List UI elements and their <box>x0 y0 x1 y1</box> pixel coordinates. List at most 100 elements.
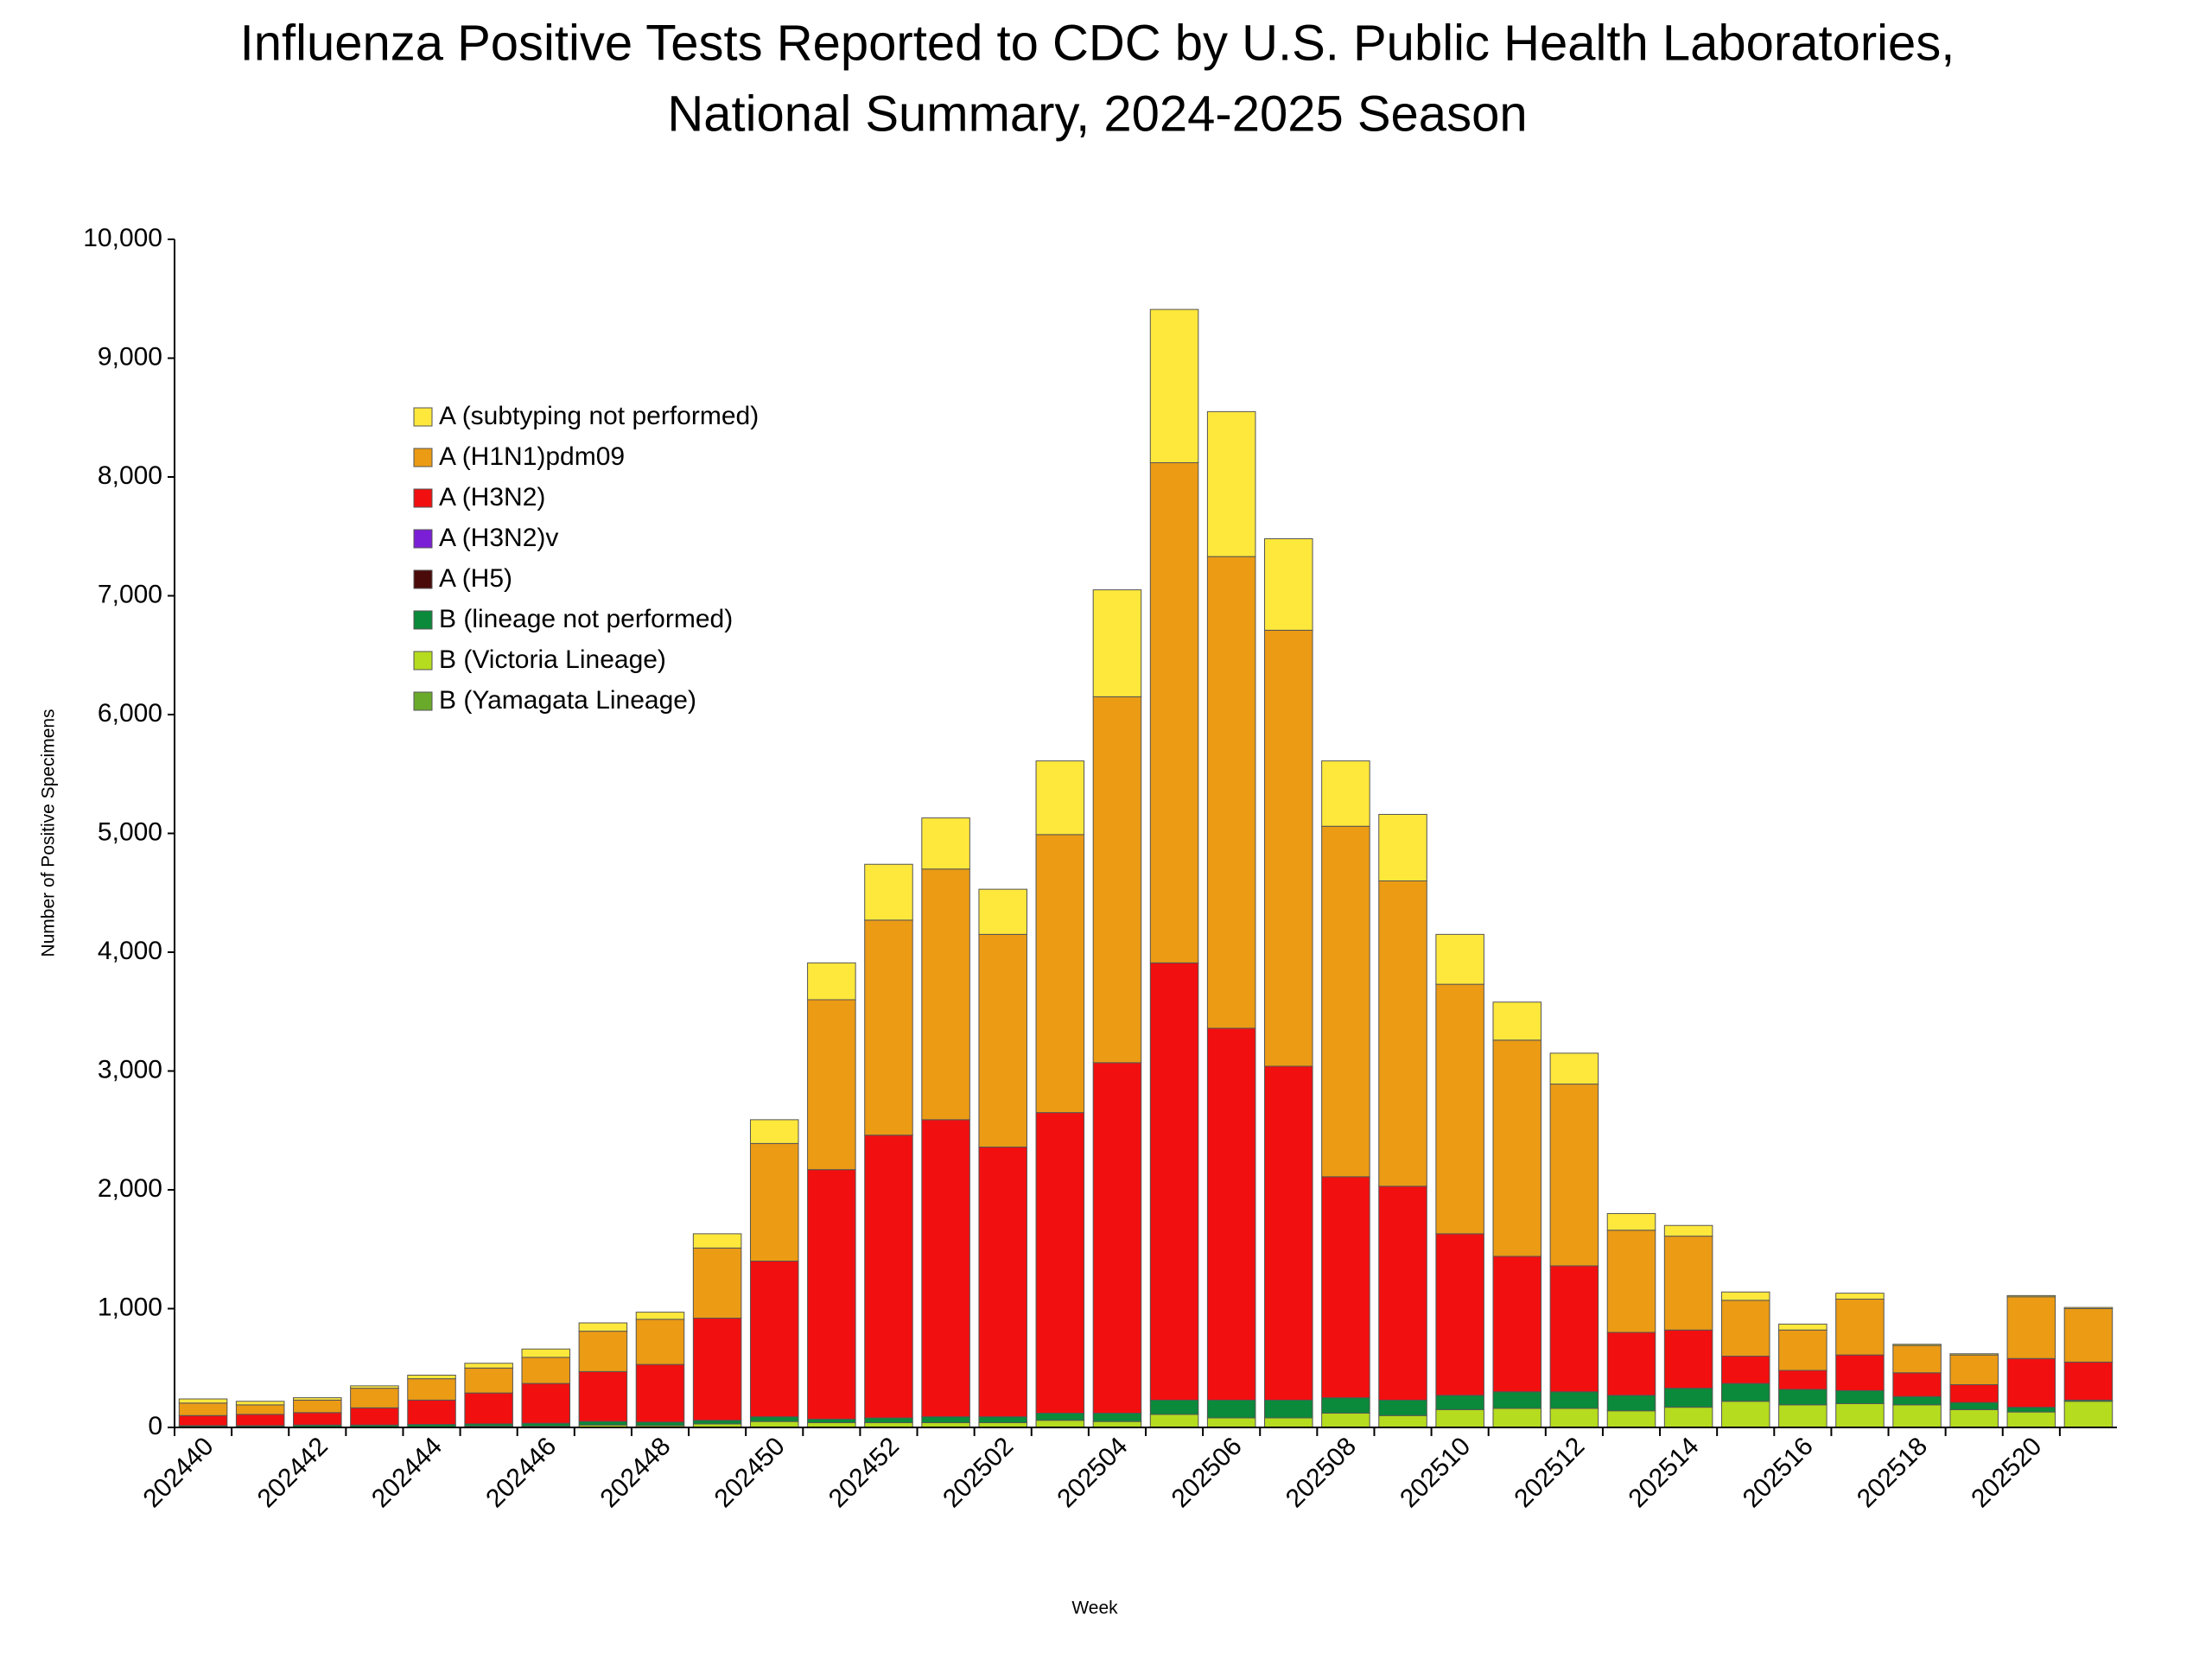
bar-segment <box>1264 629 1313 1067</box>
bar-segment <box>1606 1332 1656 1396</box>
bar-segment <box>464 1363 513 1369</box>
bar-segment <box>1549 1408 1599 1428</box>
bar-segment <box>1092 1421 1142 1428</box>
bar-segment <box>1663 1329 1713 1389</box>
bar-segment <box>921 868 970 1121</box>
bar-segment <box>1892 1344 1942 1374</box>
bar-segment <box>1720 1291 1770 1301</box>
bar-segment <box>407 1375 456 1380</box>
bar-segment <box>407 1399 456 1426</box>
bar-segment <box>1720 1356 1770 1384</box>
bar-segment <box>293 1399 342 1414</box>
bar-segment <box>1149 962 1199 1401</box>
bar-segment <box>2063 1308 2113 1363</box>
legend-swatch <box>413 569 433 589</box>
bar-segment <box>1949 1384 1999 1403</box>
bar-segment <box>1663 1236 1713 1331</box>
y-tick-label: 6,000 <box>98 699 162 728</box>
bar-segment <box>635 1319 685 1365</box>
bar-segment <box>1778 1389 1827 1406</box>
y-tick-label: 1,000 <box>98 1293 162 1321</box>
bar-segment <box>978 933 1027 1147</box>
bar-segment <box>521 1422 571 1427</box>
bar-segment <box>178 1402 228 1416</box>
bar-segment <box>1035 1112 1085 1414</box>
bar-segment <box>1206 1399 1256 1419</box>
bar-segment <box>578 1370 628 1422</box>
bar-segment <box>1492 1001 1542 1041</box>
y-tick-label: 2,000 <box>98 1174 162 1203</box>
bar-segment <box>350 1385 399 1389</box>
bar-segment <box>1264 1417 1313 1428</box>
bar-segment <box>1663 1388 1713 1408</box>
bar-segment <box>1778 1329 1827 1371</box>
bar-segment <box>749 1261 799 1418</box>
bar-segment <box>578 1421 628 1426</box>
y-tick-label: 7,000 <box>98 580 162 608</box>
bar-segment <box>235 1414 285 1427</box>
bar-segment <box>1949 1353 1999 1356</box>
bar-segment <box>1835 1389 1885 1404</box>
bar-segment <box>1892 1344 1942 1346</box>
y-tick-label: 8,000 <box>98 461 162 490</box>
bar-segment <box>1778 1323 1827 1331</box>
bar-segment <box>1663 1224 1713 1237</box>
bar-segment <box>2063 1306 2113 1309</box>
bar-segment <box>635 1363 685 1423</box>
y-tick-label: 3,000 <box>98 1055 162 1084</box>
bar-segment <box>1835 1354 1885 1391</box>
bar-segment <box>1378 880 1427 1187</box>
bar-segment <box>1720 1401 1770 1428</box>
bar-segment <box>692 1247 742 1319</box>
bar-segment <box>921 1416 970 1423</box>
bar-segment <box>978 1147 1027 1418</box>
y-tick-label: 9,000 <box>98 342 162 371</box>
y-axis-label: Number of Positive Specimens <box>39 709 59 957</box>
bar-segment <box>2006 1357 2056 1408</box>
bar-segment <box>864 1417 913 1423</box>
bar-segment <box>1492 1391 1542 1409</box>
bar-segment <box>1149 1399 1199 1415</box>
legend-label: B (Victoria Lineage) <box>439 645 666 674</box>
bar-segment <box>1206 1417 1256 1428</box>
bar-segment <box>2006 1407 2056 1413</box>
bar-segment <box>1720 1300 1770 1357</box>
bar-segment <box>2063 1401 2113 1428</box>
bar-segment <box>1606 1213 1656 1231</box>
bar-segment <box>1492 1408 1542 1428</box>
bar-segment <box>1264 1399 1313 1419</box>
bar-segment <box>464 1392 513 1425</box>
bar-segment <box>2006 1294 2056 1298</box>
bar-segment <box>1606 1230 1656 1333</box>
bar-segment <box>578 1322 628 1332</box>
bar-segment <box>692 1420 742 1425</box>
bar-segment <box>407 1378 456 1401</box>
bar-segment <box>178 1398 228 1404</box>
bar-segment <box>521 1348 571 1358</box>
bar-segment <box>635 1421 685 1427</box>
bar-segment <box>1606 1410 1656 1428</box>
bar-segment <box>807 1418 856 1423</box>
legend-swatch <box>413 488 433 508</box>
bar-segment <box>1835 1299 1885 1356</box>
bar-segment <box>2063 1361 2113 1401</box>
legend-swatch <box>413 691 433 711</box>
bar-segment <box>1321 1176 1370 1399</box>
bar-segment <box>1149 308 1199 463</box>
bar-segment <box>692 1318 742 1421</box>
bar-segment <box>807 999 856 1171</box>
bar-segment <box>521 1382 571 1424</box>
bar-segment <box>1778 1404 1827 1428</box>
bar-segment <box>1606 1395 1656 1412</box>
chart-title: National Summary, 2024-2025 Season <box>667 86 1527 142</box>
legend-label: A (H1N1)pdm09 <box>439 442 625 471</box>
legend-swatch <box>413 529 433 549</box>
y-tick-label: 5,000 <box>98 817 162 846</box>
bar-segment <box>350 1388 399 1408</box>
bar-segment <box>1949 1354 1999 1385</box>
bar-segment <box>1149 1414 1199 1428</box>
bar-segment <box>1321 1413 1370 1428</box>
legend-swatch <box>413 610 433 630</box>
bar-segment <box>635 1312 685 1320</box>
bar-segment <box>578 1331 628 1372</box>
